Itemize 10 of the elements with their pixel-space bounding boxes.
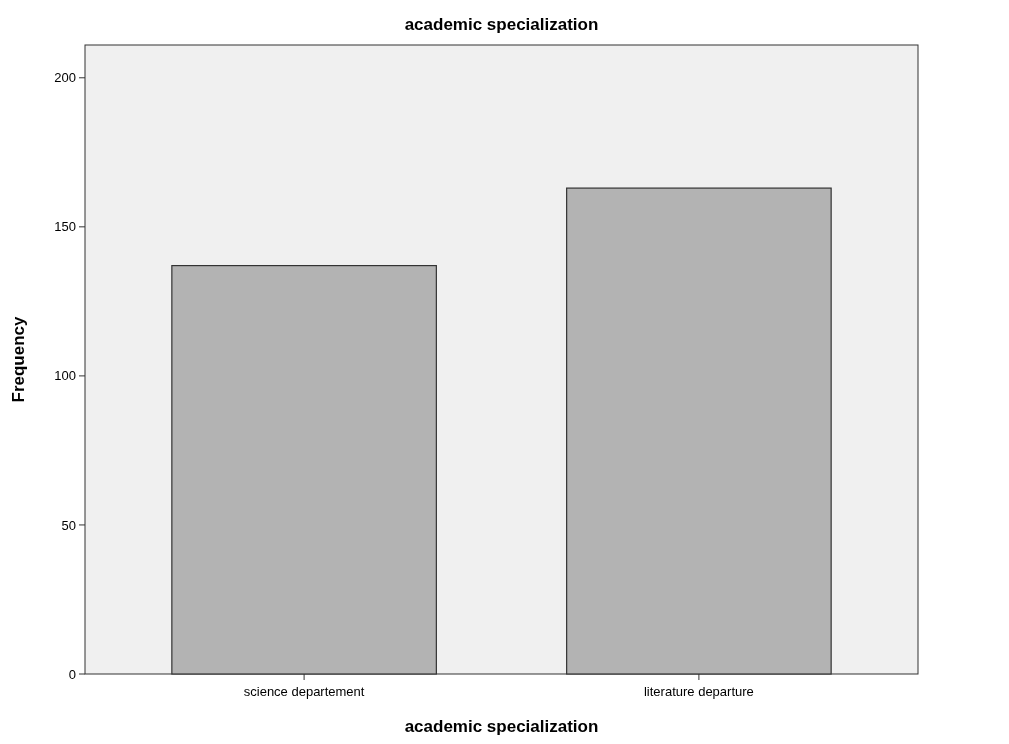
chart-title: academic specialization	[404, 15, 599, 34]
y-tick-label: 200	[54, 70, 76, 86]
x-tick-label: literature departure	[643, 684, 754, 699]
y-axis-title: Frequency	[9, 315, 28, 403]
y-tick-label: 150	[54, 219, 76, 235]
y-tick-label: 0	[68, 666, 76, 682]
x-tick-label: science departement	[243, 684, 365, 699]
y-tick-label: 50	[61, 517, 76, 533]
y-tick-label: 100	[54, 368, 76, 384]
x-axis-title: academic specialization	[404, 717, 599, 736]
